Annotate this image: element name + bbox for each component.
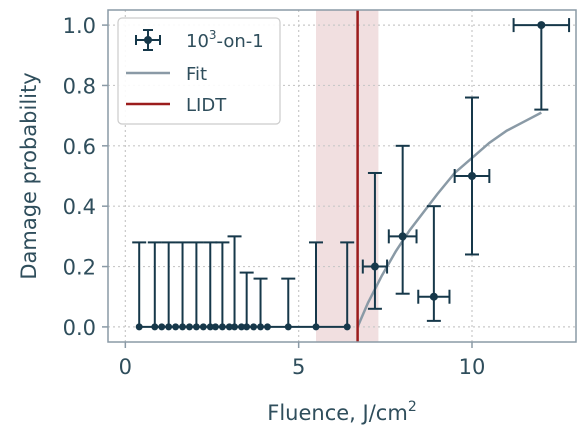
data-point <box>172 323 180 331</box>
legend-label-superscript: 3 <box>209 28 217 42</box>
data-point <box>257 323 265 331</box>
data-point <box>312 323 320 331</box>
y-tick-label: 0.2 <box>63 256 96 280</box>
y-tick-label: 1.0 <box>63 14 96 38</box>
data-point <box>468 172 476 180</box>
y-tick-label: 0.0 <box>63 316 96 340</box>
axes-frame <box>107 9 577 343</box>
x-axis-label-superscript: 2 <box>408 399 417 415</box>
data-point <box>179 323 187 331</box>
y-tick-label: 0.4 <box>63 195 96 219</box>
data-point <box>135 323 143 331</box>
data-point <box>211 323 219 331</box>
legend-label: 103-on-1 <box>186 28 264 52</box>
data-point <box>158 323 166 331</box>
data-point <box>263 323 271 331</box>
fit-curve <box>356 111 542 328</box>
y-tick-label: 0.8 <box>63 74 96 98</box>
data-point <box>284 323 292 331</box>
data-point <box>250 323 258 331</box>
legend-label: Fit <box>186 64 207 85</box>
legend-label-suffix: -on-1 <box>217 31 264 52</box>
x-axis-label: Fluence, J/cm2 <box>267 399 416 425</box>
y-tick-label: 0.6 <box>63 135 96 159</box>
data-point <box>237 323 245 331</box>
data-point <box>165 323 173 331</box>
data-point <box>185 323 193 331</box>
legend-point <box>144 36 152 44</box>
data-point <box>218 323 226 331</box>
data-point <box>398 232 407 241</box>
data-point <box>243 323 251 331</box>
data-point <box>231 323 239 331</box>
data-point <box>199 323 207 331</box>
x-tick-label: 5 <box>292 355 305 379</box>
data-point <box>225 323 233 331</box>
data-point <box>206 323 214 331</box>
data-point <box>537 21 546 30</box>
legend-label: LIDT <box>186 95 227 116</box>
data-point <box>429 292 438 301</box>
data-point <box>192 323 200 331</box>
legend-box <box>117 17 281 125</box>
y-axis-label: Damage probability <box>17 72 41 279</box>
x-tick-label: 0 <box>119 355 132 379</box>
legend: 103-on-1 Fit LIDT <box>117 17 281 125</box>
data-point <box>343 323 351 331</box>
x-tick-label: 10 <box>459 355 486 379</box>
plot-area: 0 5 10 0.0 0.2 0.4 0.6 0.8 1.0 Fluence, J/cm2 Dama… <box>17 9 577 425</box>
data-point <box>151 323 159 331</box>
data-point <box>370 262 379 271</box>
